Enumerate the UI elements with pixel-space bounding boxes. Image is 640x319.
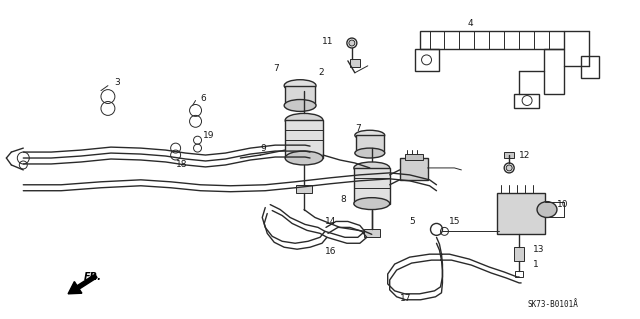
Bar (420, 31, 564, 49)
Ellipse shape (354, 198, 390, 210)
Bar (581, 56, 599, 78)
Text: 12: 12 (519, 151, 531, 160)
Text: 10: 10 (557, 200, 568, 209)
Ellipse shape (537, 202, 557, 218)
Bar (544, 49, 564, 93)
Circle shape (506, 165, 512, 171)
Text: 2: 2 (318, 68, 324, 77)
Text: 17: 17 (399, 294, 411, 303)
Text: 6: 6 (200, 94, 206, 103)
Text: 14: 14 (325, 217, 337, 226)
Text: 5: 5 (410, 217, 415, 226)
Bar (404, 154, 422, 160)
Bar (504, 152, 514, 158)
Text: FR.: FR. (84, 272, 102, 282)
Text: 7: 7 (273, 64, 279, 73)
Ellipse shape (355, 148, 385, 158)
Text: 8: 8 (340, 195, 346, 204)
Bar (415, 49, 440, 71)
Text: 19: 19 (202, 131, 214, 140)
Text: 13: 13 (533, 245, 545, 254)
Ellipse shape (285, 114, 323, 127)
Text: 9: 9 (260, 144, 266, 152)
Text: 4: 4 (467, 19, 473, 28)
Bar (514, 247, 524, 261)
Text: 7: 7 (355, 124, 360, 133)
Bar (514, 93, 539, 108)
FancyArrow shape (68, 274, 97, 294)
Ellipse shape (285, 151, 323, 165)
Text: 1: 1 (533, 260, 539, 269)
Ellipse shape (284, 80, 316, 92)
Bar (497, 193, 545, 234)
Ellipse shape (355, 130, 385, 140)
Text: 18: 18 (175, 160, 187, 169)
Bar (399, 158, 428, 180)
Text: 15: 15 (449, 217, 461, 226)
Text: 16: 16 (325, 247, 337, 256)
Bar (356, 135, 384, 153)
Bar (354, 168, 390, 204)
Text: 3: 3 (114, 78, 120, 87)
Ellipse shape (354, 162, 390, 174)
Bar (285, 85, 315, 106)
Bar (515, 271, 523, 277)
Bar (364, 229, 380, 237)
Bar (350, 59, 360, 67)
Bar (285, 120, 323, 158)
Bar (296, 185, 312, 193)
Text: SK73-B0101Å: SK73-B0101Å (528, 300, 579, 309)
Text: 11: 11 (322, 37, 333, 46)
Ellipse shape (284, 100, 316, 111)
Circle shape (349, 40, 355, 46)
